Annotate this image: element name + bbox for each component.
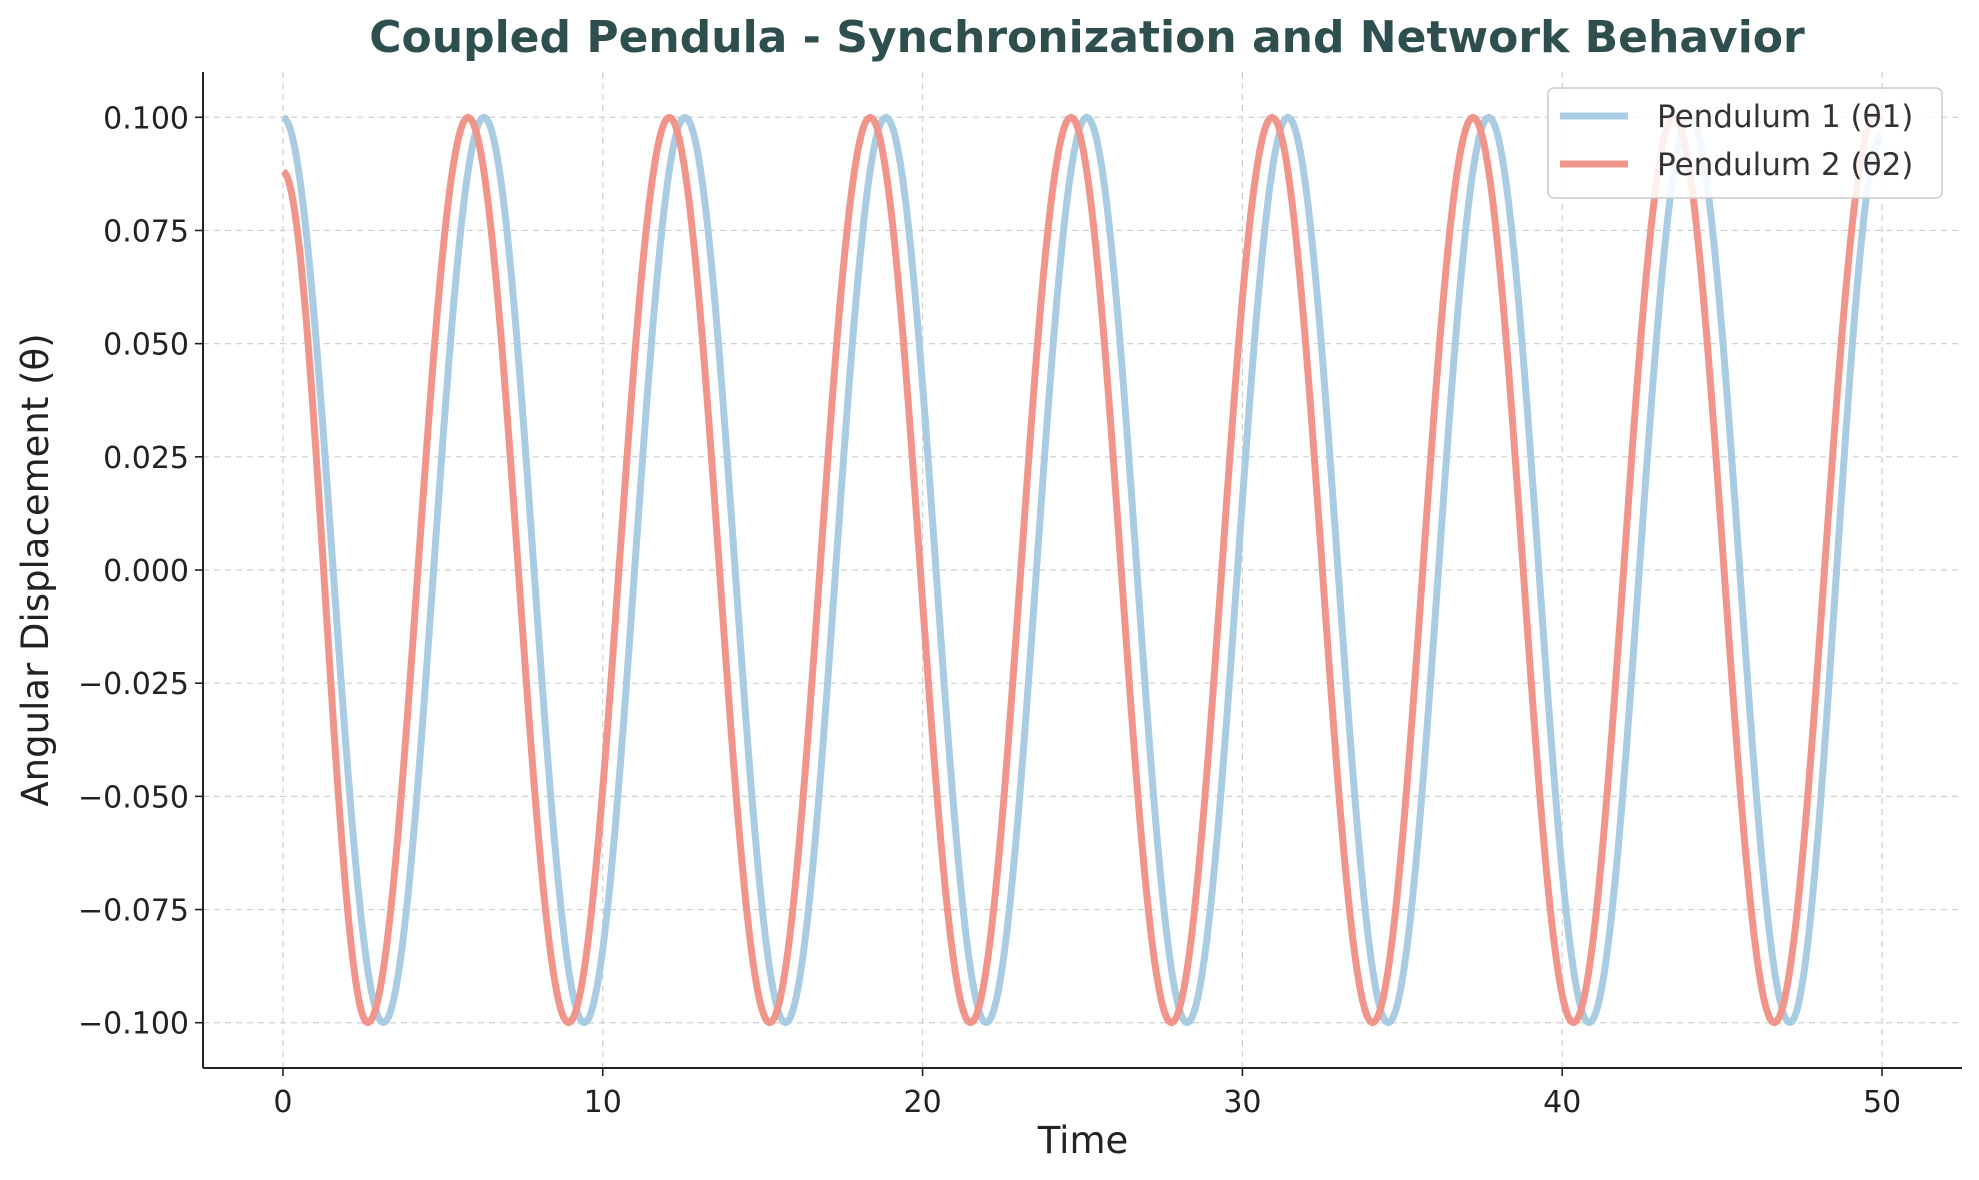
tick-marks: 0 10 20 30 40 50 0.100 0.075 0.050 0.025 0.000 −0.0… bbox=[78, 101, 1901, 1120]
y-tick-label: 0.100 bbox=[103, 101, 189, 136]
x-axis-label: Time bbox=[1037, 1119, 1129, 1162]
y-tick-label: −0.100 bbox=[78, 1007, 189, 1042]
x-tick-label: 30 bbox=[1223, 1085, 1261, 1120]
y-tick-label: 0.075 bbox=[103, 214, 189, 249]
legend-label-pendulum-2: Pendulum 2 (θ2) bbox=[1657, 147, 1913, 183]
x-tick-label: 10 bbox=[584, 1085, 622, 1120]
y-tick-label: 0.000 bbox=[103, 554, 189, 589]
x-tick-label: 20 bbox=[903, 1085, 941, 1120]
x-tick-label: 0 bbox=[273, 1085, 292, 1120]
x-tick-label: 50 bbox=[1863, 1085, 1901, 1120]
x-tick-label: 40 bbox=[1543, 1085, 1581, 1120]
legend: Pendulum 1 (θ1) Pendulum 2 (θ2) bbox=[1547, 87, 1943, 199]
legend-box bbox=[1547, 87, 1943, 199]
y-tick-label: −0.025 bbox=[78, 667, 189, 702]
chart-title: Coupled Pendula - Synchronization and Ne… bbox=[369, 12, 1805, 63]
y-tick-label: 0.050 bbox=[103, 328, 189, 363]
y-tick-label: 0.025 bbox=[103, 441, 189, 476]
series-line-pendulum-1 bbox=[281, 113, 1884, 1027]
y-tick-label: −0.050 bbox=[78, 780, 189, 815]
y-axis-label: Angular Displacement (θ) bbox=[14, 333, 57, 806]
legend-label-pendulum-1: Pendulum 1 (θ1) bbox=[1657, 99, 1913, 135]
y-tick-label: −0.075 bbox=[78, 894, 189, 929]
